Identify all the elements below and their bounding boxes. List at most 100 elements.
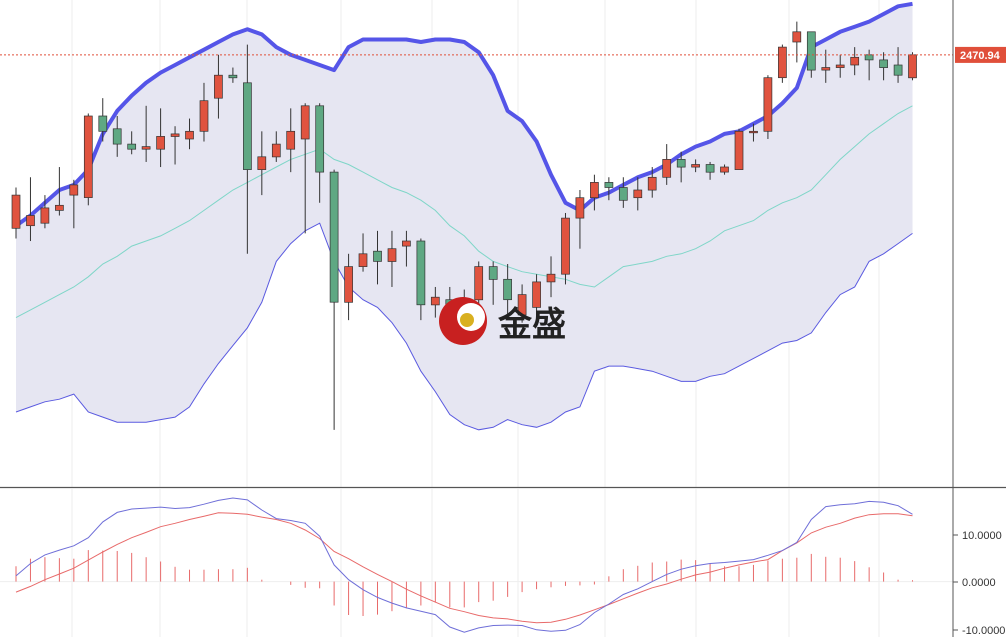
candle-body [503, 278, 512, 301]
candle-up [199, 82, 209, 142]
candle-body [792, 31, 802, 43]
candle-body [402, 240, 411, 247]
candle-body [647, 176, 657, 191]
candle-body [243, 82, 252, 170]
candle-up [83, 113, 93, 206]
candle-body [55, 204, 64, 211]
candle-up [69, 179, 79, 229]
macd-y-axis: 10.0000 0.0000 -10.0000 [953, 530, 1005, 637]
watermark-text: 金盛 [497, 305, 566, 345]
candle-body [604, 182, 614, 188]
candle-up [517, 284, 527, 323]
candle-body [199, 100, 209, 132]
price-tag-background [955, 46, 1006, 63]
candle-down [98, 98, 108, 142]
candle-down [127, 131, 137, 155]
candle-down [243, 44, 252, 254]
candle-up [26, 177, 35, 242]
candle-body [864, 54, 874, 61]
candle-up [575, 190, 585, 249]
candle-body [257, 156, 267, 170]
macd-panel [0, 497, 953, 633]
candle-up [300, 103, 310, 234]
candle-up [720, 164, 729, 175]
candle-down [879, 52, 888, 81]
bollinger-fill [16, 3, 913, 430]
candle-body [850, 56, 860, 66]
candle-up [749, 123, 758, 142]
watermark: 金盛 [439, 297, 566, 345]
bollinger-lower-line [15, 222, 913, 431]
candle-up [358, 233, 368, 272]
candle-up [286, 108, 296, 173]
candle-body [561, 217, 570, 275]
candle-up [344, 253, 353, 321]
candle-up [257, 131, 267, 196]
candle-body [26, 215, 35, 227]
candle-up [387, 230, 397, 287]
candle-down [503, 264, 512, 318]
candle-up [590, 174, 599, 211]
y-tick-label: 10.0000 [962, 530, 1002, 542]
bollinger-upper-line [14, 1, 913, 228]
candle-body [141, 146, 151, 150]
candle-up [11, 187, 21, 239]
candle-body [633, 189, 643, 199]
candle-body [329, 171, 339, 303]
bollinger-middle-line [15, 105, 913, 319]
candle-body [575, 197, 585, 219]
candle-body [112, 128, 122, 145]
y-tick-label: 0.0000 [962, 577, 996, 589]
candle-up [633, 177, 643, 211]
candlestick-series [11, 21, 917, 430]
candle-up [734, 128, 744, 170]
candle-body [908, 54, 917, 79]
candle-body [879, 59, 888, 68]
candle-down [373, 230, 382, 285]
y-tick-label: -10.0000 [962, 625, 1005, 637]
candle-body [430, 296, 440, 306]
signal-line [15, 512, 913, 624]
candle-body [228, 74, 238, 79]
candle-body [488, 266, 498, 280]
candle-body [749, 130, 758, 134]
candle-body [156, 136, 165, 150]
candle-body [662, 159, 672, 178]
candle-body [373, 250, 382, 262]
candle-body [69, 184, 79, 196]
candle-down [112, 116, 122, 157]
candle-up [908, 52, 917, 81]
candle-body [806, 31, 816, 71]
candle-body [778, 46, 787, 79]
candle-body [127, 143, 137, 150]
candle-body [705, 164, 715, 173]
candle-up [546, 256, 556, 298]
candle-up [55, 167, 64, 216]
candle-body [720, 166, 729, 173]
candle-up [170, 126, 180, 165]
candle-body [590, 182, 599, 199]
candle-body [821, 67, 831, 71]
candle-up [561, 212, 570, 285]
candle-up [40, 195, 50, 229]
candle-up [214, 54, 223, 119]
candle-body [734, 130, 744, 170]
price-tag-label: 2470.94 [960, 50, 1001, 62]
candle-body [532, 281, 541, 308]
candle-body [40, 207, 50, 224]
candle-body [618, 187, 628, 201]
candle-body [416, 240, 426, 306]
candle-body [315, 105, 325, 173]
candle-up [835, 54, 845, 78]
candle-down [329, 169, 339, 430]
candle-up [156, 108, 165, 168]
bollinger-bands [14, 1, 913, 431]
candle-up [402, 230, 411, 267]
candle-body [835, 64, 845, 68]
candle-body [286, 130, 296, 150]
candle-down [604, 177, 614, 201]
candle-up [141, 105, 151, 162]
candle-down [705, 161, 715, 180]
candle-body [271, 143, 281, 158]
